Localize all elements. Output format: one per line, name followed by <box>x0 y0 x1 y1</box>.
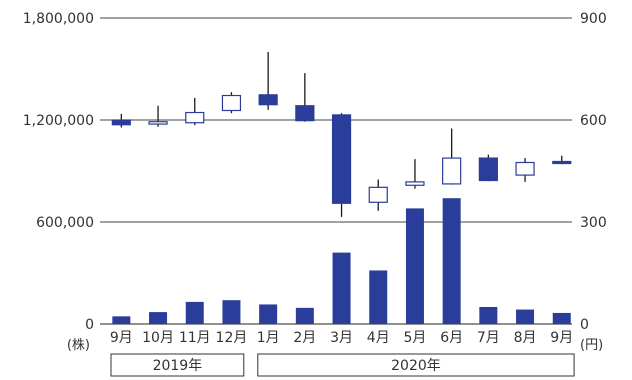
volume-bar <box>369 270 388 324</box>
axis-tick-labels: 0 600,000 1,200,000 1,800,000 0 300 600 900 <box>23 11 607 333</box>
candle-body <box>185 111 205 124</box>
candle-body <box>552 160 572 165</box>
right-tick-label: 900 <box>580 11 607 27</box>
candle-body <box>515 161 535 176</box>
candlestick <box>111 113 131 128</box>
candle-body <box>331 114 352 204</box>
year-label: 2019年 <box>153 358 203 374</box>
month-label: 5月 <box>403 330 426 346</box>
year-group: 2019年 <box>110 353 245 377</box>
volume-bar <box>332 252 351 324</box>
right-axis-unit: (円) <box>580 338 603 353</box>
left-tick-label: 1,800,000 <box>23 11 94 27</box>
candle-body <box>442 157 462 185</box>
year-group: 2020年 <box>257 353 575 377</box>
month-label: 9月 <box>550 330 573 346</box>
month-label: 10月 <box>142 330 174 346</box>
volume-bar <box>259 304 278 324</box>
month-label: 9月 <box>110 330 133 346</box>
month-label: 12月 <box>216 330 248 346</box>
volume-bar <box>479 307 498 324</box>
volume-bar <box>516 309 535 324</box>
candle-body <box>111 119 131 126</box>
month-label: 6月 <box>440 330 463 346</box>
candlestick <box>405 159 425 189</box>
candle-body <box>405 181 425 186</box>
volume-bar <box>149 312 168 324</box>
right-tick-label: 0 <box>580 317 589 333</box>
candle-body <box>148 121 168 125</box>
month-label: 11月 <box>179 330 211 346</box>
volume-bars <box>112 198 571 324</box>
candlestick <box>368 179 388 211</box>
month-label: 8月 <box>514 330 537 346</box>
year-box <box>110 353 245 377</box>
candlestick <box>442 128 462 185</box>
x-axis-month-labels: 9月 10月 11月 12月 1月 2月 3月 4月 5月 6月 7月 8月 9月 <box>110 330 573 346</box>
year-label: 2020年 <box>391 358 441 374</box>
volume-bar <box>552 312 571 324</box>
volume-bar <box>295 307 314 324</box>
candlestick <box>185 97 205 126</box>
candle-body <box>478 157 498 182</box>
candlestick <box>295 73 315 122</box>
candle-body <box>295 105 315 122</box>
candle-body <box>258 94 278 106</box>
volume-bar <box>185 301 204 324</box>
month-label: 2月 <box>293 330 316 346</box>
candle-body <box>221 94 242 112</box>
candlestick <box>221 92 242 114</box>
volume-bar <box>112 316 131 324</box>
candlestick <box>478 154 498 182</box>
right-tick-label: 600 <box>580 113 607 129</box>
left-axis-unit: (株) <box>67 338 90 353</box>
candlestick <box>331 113 352 217</box>
month-label: 1月 <box>257 330 280 346</box>
right-tick-label: 300 <box>580 215 607 231</box>
year-box <box>257 353 575 377</box>
volume-bar <box>442 198 461 324</box>
volume-bar <box>222 300 241 324</box>
candle-body <box>368 186 388 203</box>
month-label: 4月 <box>367 330 390 346</box>
month-label: 7月 <box>477 330 500 346</box>
volume-bar <box>405 208 424 324</box>
year-group-boxes: 2019年 2020年 <box>110 353 575 377</box>
candlestick <box>552 155 572 165</box>
candlestick <box>148 105 168 127</box>
left-tick-label: 0 <box>85 317 94 333</box>
left-tick-label: 600,000 <box>36 215 94 231</box>
left-tick-label: 1,200,000 <box>23 113 94 129</box>
candlesticks <box>111 52 572 217</box>
candlestick <box>258 52 278 110</box>
candlestick <box>515 158 535 182</box>
month-label: 3月 <box>330 330 353 346</box>
